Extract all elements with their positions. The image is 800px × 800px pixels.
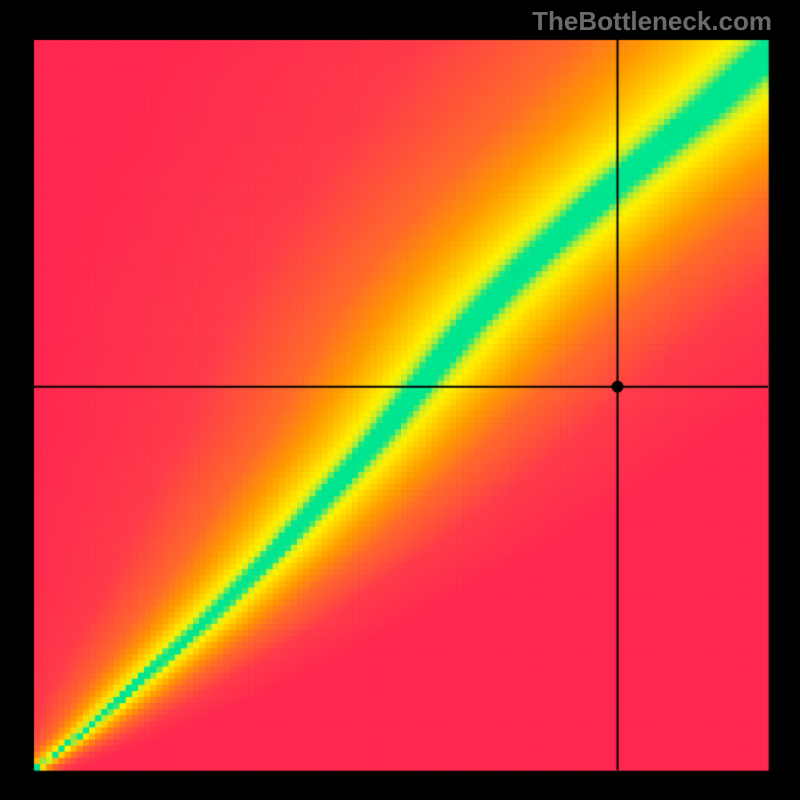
bottleneck-heatmap (0, 0, 800, 800)
chart-container: TheBottleneck.com (0, 0, 800, 800)
watermark-text: TheBottleneck.com (532, 6, 772, 37)
